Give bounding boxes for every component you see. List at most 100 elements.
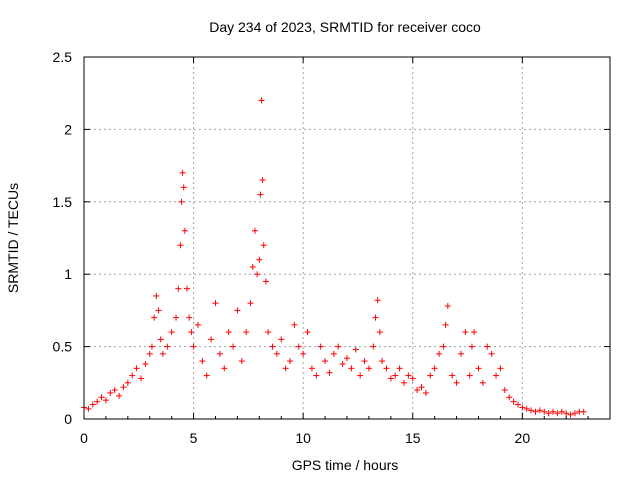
- data-point: [422, 389, 429, 396]
- data-point: [94, 398, 101, 405]
- data-point: [151, 314, 158, 321]
- data-point: [146, 350, 153, 357]
- data-point: [536, 407, 543, 414]
- data-point: [257, 191, 264, 198]
- data-point: [157, 336, 164, 343]
- data-point: [335, 343, 342, 350]
- data-point: [243, 329, 250, 336]
- data-point: [392, 372, 399, 379]
- chart-title: Day 234 of 2023, SRMTID for receiver coc…: [209, 19, 481, 35]
- x-tick-label: 20: [515, 430, 531, 446]
- data-point: [291, 321, 298, 328]
- data-point: [287, 358, 294, 365]
- data-point: [322, 358, 329, 365]
- data-point: [514, 401, 521, 408]
- data-point: [475, 365, 482, 372]
- data-point: [383, 365, 390, 372]
- data-point: [260, 242, 267, 249]
- data-point: [479, 379, 486, 386]
- data-point: [120, 384, 127, 391]
- data-point: [186, 314, 193, 321]
- data-point: [155, 307, 162, 314]
- data-point: [159, 350, 166, 357]
- data-point: [308, 365, 315, 372]
- data-point: [282, 365, 289, 372]
- data-point: [116, 392, 123, 399]
- data-point: [269, 343, 276, 350]
- data-point: [414, 387, 421, 394]
- data-point: [173, 314, 180, 321]
- data-point: [199, 358, 206, 365]
- data-point: [184, 285, 191, 292]
- data-point: [164, 343, 171, 350]
- data-point: [142, 360, 149, 367]
- data-point: [177, 242, 184, 249]
- data-point: [352, 346, 359, 353]
- data-point: [249, 263, 256, 270]
- data-point: [523, 405, 530, 412]
- grid-layer: [84, 57, 610, 419]
- data-point: [133, 365, 140, 372]
- data-point: [98, 394, 105, 401]
- data-point: [497, 365, 504, 372]
- data-point: [563, 410, 570, 417]
- data-point: [457, 350, 464, 357]
- data-points: [81, 97, 587, 418]
- x-tick-label: 5: [190, 430, 198, 446]
- data-point: [444, 303, 451, 310]
- y-tick-label: 1: [64, 266, 72, 282]
- data-point: [262, 278, 269, 285]
- data-point: [251, 227, 258, 234]
- data-point: [111, 387, 118, 394]
- data-point: [181, 227, 188, 234]
- data-point: [344, 355, 350, 362]
- data-point: [396, 365, 403, 372]
- data-point: [330, 350, 337, 357]
- data-point: [256, 256, 263, 263]
- data-point: [431, 365, 438, 372]
- data-point: [506, 394, 513, 401]
- data-point: [376, 329, 383, 336]
- data-point: [453, 379, 460, 386]
- data-point: [188, 329, 195, 336]
- data-point: [221, 365, 228, 372]
- data-point: [471, 329, 478, 336]
- data-point: [550, 408, 557, 415]
- data-point: [234, 307, 241, 314]
- data-point: [541, 408, 548, 415]
- data-point: [208, 336, 215, 343]
- data-point: [295, 343, 302, 350]
- data-point: [493, 372, 500, 379]
- y-axis-label: SRMTID / TECUs: [5, 183, 21, 293]
- data-point: [339, 360, 346, 367]
- data-point: [372, 314, 379, 321]
- data-point: [405, 372, 412, 379]
- data-point: [258, 97, 265, 104]
- data-point: [148, 343, 155, 350]
- data-point: [427, 372, 434, 379]
- data-point: [442, 321, 449, 328]
- data-point: [528, 407, 535, 414]
- data-point: [180, 184, 187, 191]
- data-point: [230, 343, 237, 350]
- data-point: [348, 365, 355, 372]
- data-point: [488, 350, 495, 357]
- data-point: [317, 343, 324, 350]
- x-tick-label: 0: [80, 430, 88, 446]
- data-point: [370, 343, 377, 350]
- tick-labels: 0 5 10 15 20 0 0.5 1 1.5 2 2.5: [53, 49, 531, 446]
- data-point: [247, 300, 254, 307]
- y-tick-label: 2.5: [53, 49, 73, 65]
- data-point: [440, 343, 447, 350]
- data-point: [558, 408, 565, 415]
- data-point: [571, 410, 578, 417]
- data-point: [400, 379, 407, 386]
- y-tick-label: 1.5: [53, 194, 73, 210]
- data-point: [259, 177, 266, 184]
- y-tick-label: 0: [64, 411, 72, 427]
- x-tick-label: 10: [295, 430, 311, 446]
- data-point: [418, 384, 425, 391]
- data-point: [203, 372, 210, 379]
